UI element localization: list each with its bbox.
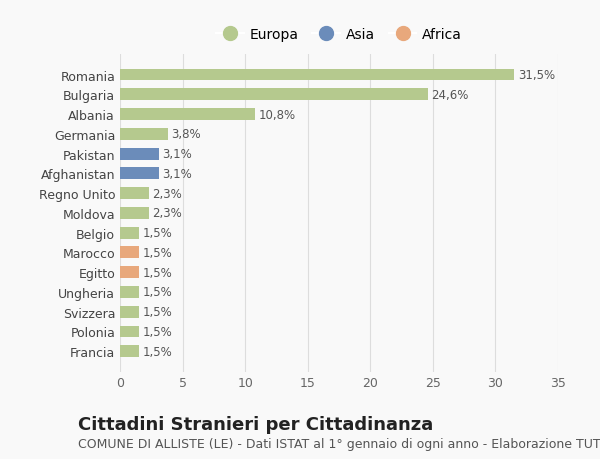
Bar <box>120 267 139 279</box>
Bar <box>120 207 149 219</box>
Bar <box>120 89 428 101</box>
Text: 3,1%: 3,1% <box>163 148 192 161</box>
Text: 3,1%: 3,1% <box>163 168 192 180</box>
Text: 24,6%: 24,6% <box>431 89 469 101</box>
Legend: Europa, Asia, Africa: Europa, Asia, Africa <box>209 21 469 49</box>
Bar <box>120 306 139 318</box>
Bar <box>120 168 159 180</box>
Text: 31,5%: 31,5% <box>518 69 555 82</box>
Text: 1,5%: 1,5% <box>143 325 172 338</box>
Text: 10,8%: 10,8% <box>259 108 296 121</box>
Text: 2,3%: 2,3% <box>152 207 182 220</box>
Text: 1,5%: 1,5% <box>143 246 172 259</box>
Text: 1,5%: 1,5% <box>143 266 172 279</box>
Text: 1,5%: 1,5% <box>143 345 172 358</box>
Text: 1,5%: 1,5% <box>143 306 172 319</box>
Bar <box>120 69 514 81</box>
Bar <box>120 227 139 239</box>
Text: 3,8%: 3,8% <box>172 128 201 141</box>
Bar <box>120 148 159 160</box>
Bar <box>120 247 139 259</box>
Bar <box>120 326 139 338</box>
Text: COMUNE DI ALLISTE (LE) - Dati ISTAT al 1° gennaio di ogni anno - Elaborazione TU: COMUNE DI ALLISTE (LE) - Dati ISTAT al 1… <box>78 437 600 450</box>
Bar <box>120 346 139 358</box>
Text: Cittadini Stranieri per Cittadinanza: Cittadini Stranieri per Cittadinanza <box>78 415 433 433</box>
Bar <box>120 109 255 121</box>
Text: 2,3%: 2,3% <box>152 187 182 200</box>
Text: 1,5%: 1,5% <box>143 227 172 240</box>
Bar <box>120 188 149 200</box>
Bar <box>120 286 139 298</box>
Bar <box>120 129 167 140</box>
Text: 1,5%: 1,5% <box>143 286 172 299</box>
